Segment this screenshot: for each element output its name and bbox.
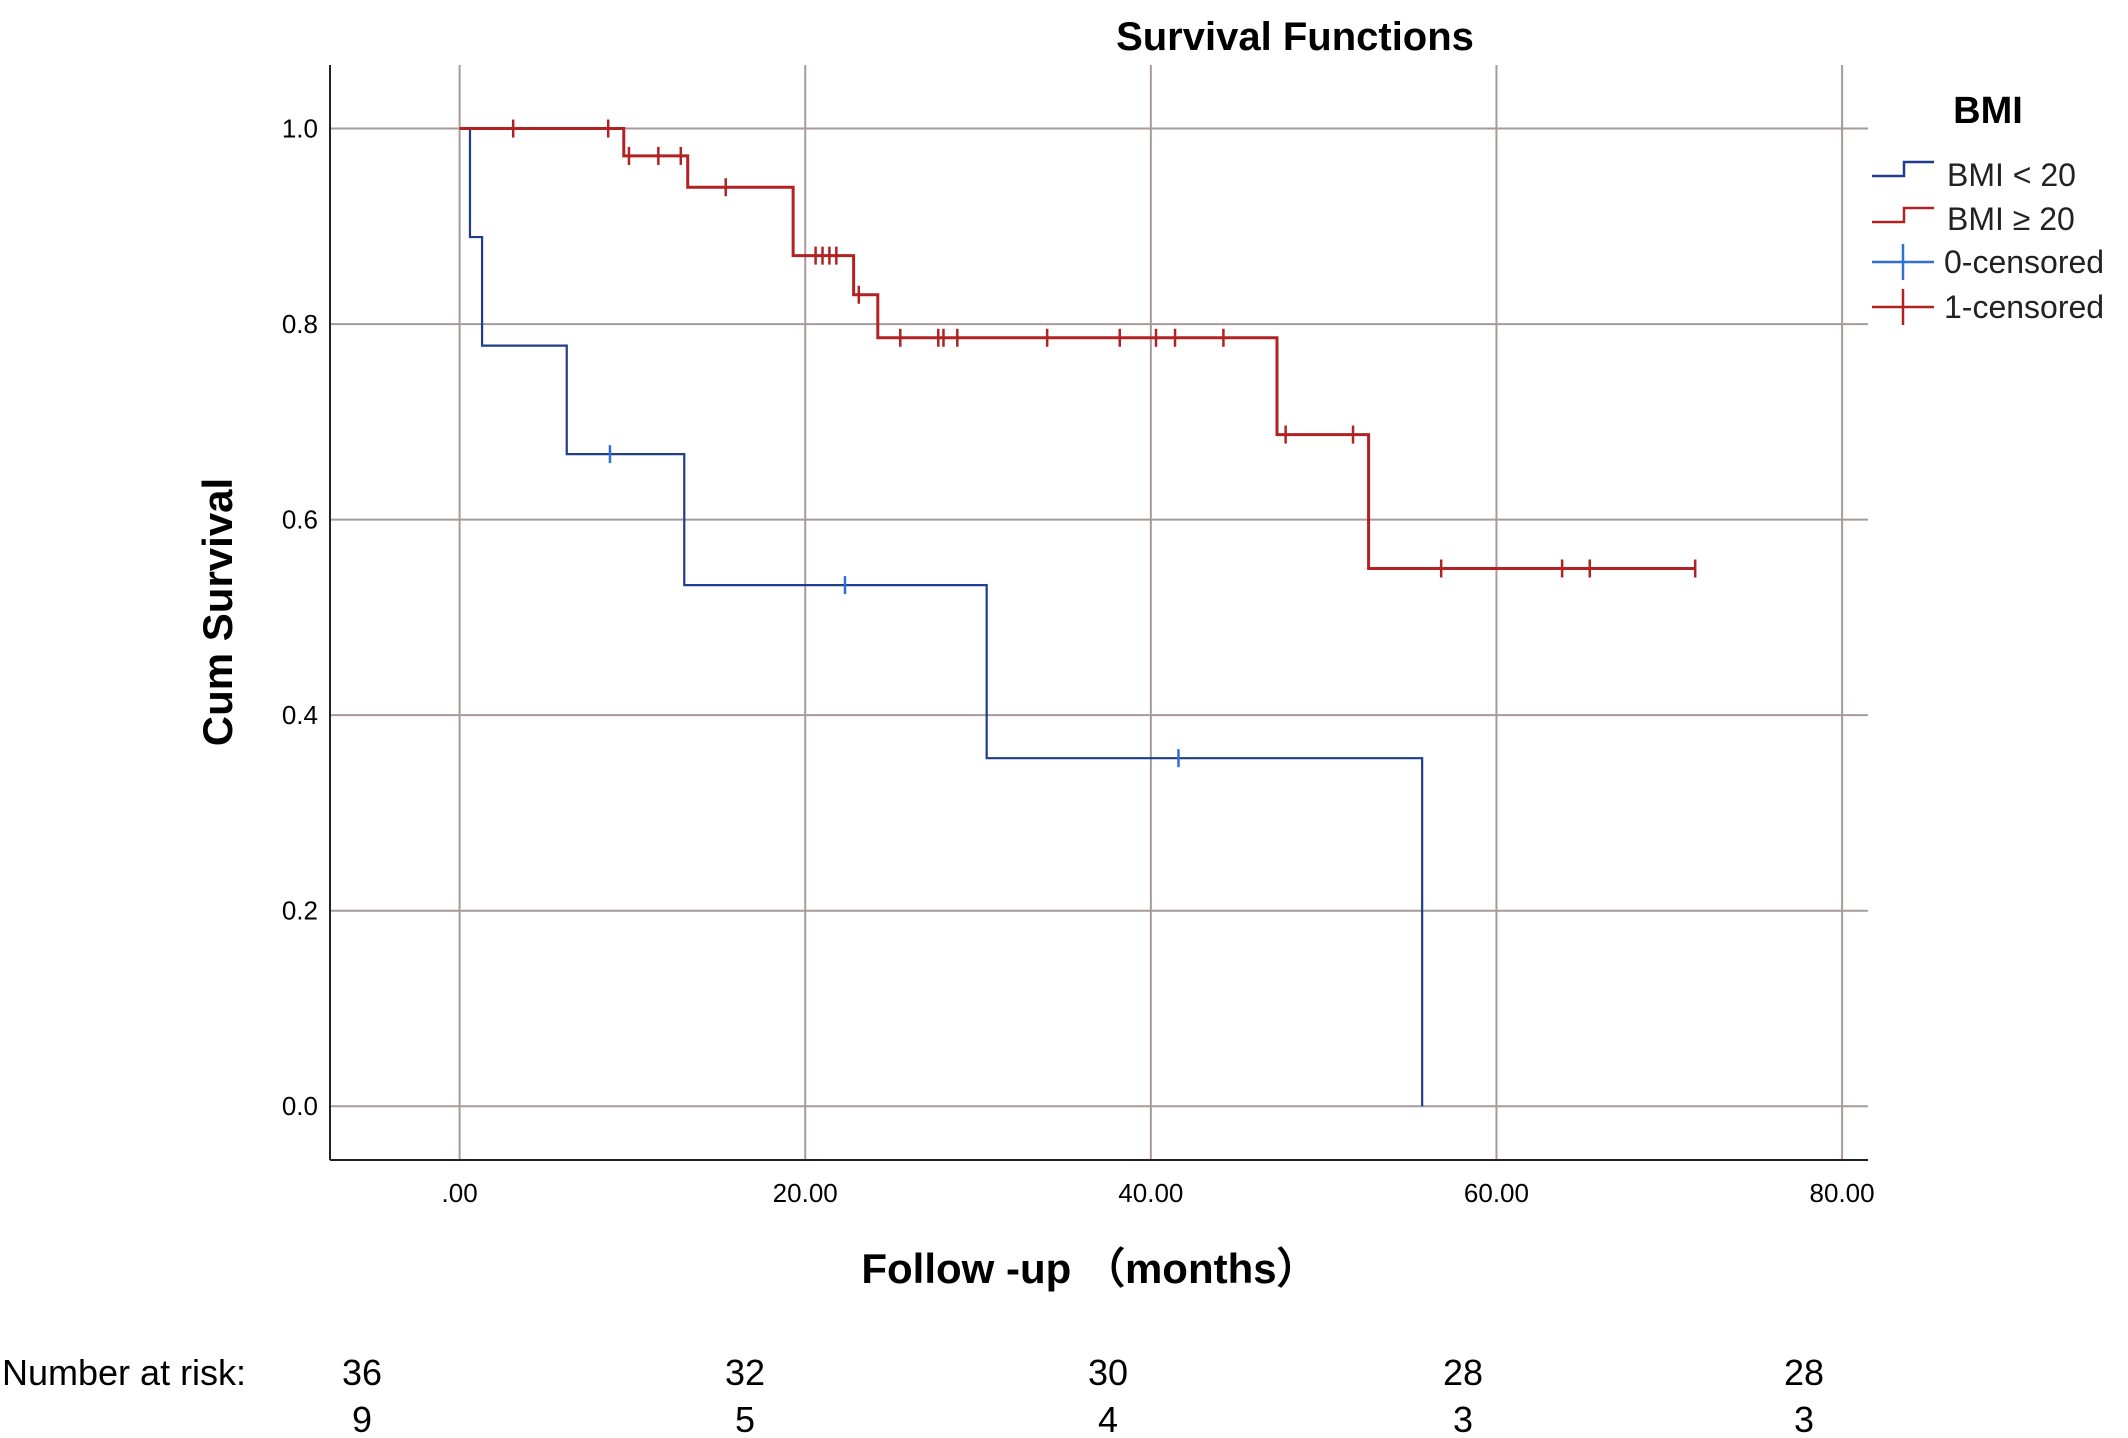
y-tick-label: 0.6	[282, 505, 318, 535]
risk-count: 5	[735, 1399, 755, 1438]
y-tick-label: 0.8	[282, 309, 318, 339]
x-tick-label: 20.00	[773, 1178, 838, 1208]
grid-layer	[330, 65, 1868, 1160]
legend-title: BMI	[1953, 90, 2023, 132]
x-tick-label: 60.00	[1464, 1178, 1529, 1208]
risk-count: 3	[1453, 1399, 1473, 1438]
x-tick-label: 40.00	[1118, 1178, 1183, 1208]
risk-count: 36	[342, 1352, 382, 1393]
risk-count: 30	[1088, 1352, 1128, 1393]
series-line-bmi-lt-20	[459, 127, 1424, 1107]
x-axis-label: Follow -up （months）	[861, 1245, 1318, 1292]
risk-count: 9	[352, 1399, 372, 1438]
number-at-risk-table: Number at risk: 36 32 30 28 28 9 5 4 3 3	[2, 1352, 1824, 1438]
legend-label-bmi-ge-20: BMI ≥ 20	[1947, 201, 2075, 237]
y-tick-label: 0.2	[282, 896, 318, 926]
number-at-risk-label: Number at risk:	[2, 1352, 246, 1393]
risk-count: 28	[1443, 1352, 1483, 1393]
y-tick-label: 0.4	[282, 700, 318, 730]
y-tick-label: 0.0	[282, 1091, 318, 1121]
number-at-risk-values: 36 32 30 28 28 9 5 4 3 3	[342, 1352, 1824, 1438]
risk-count: 3	[1794, 1399, 1814, 1438]
legend-label-1-censored: 1-censored	[1944, 289, 2104, 325]
series-layer	[459, 119, 1697, 1107]
legend-swatch-bmi-ge-20	[1872, 206, 1934, 224]
legend: BMI BMI < 20 BMI ≥ 20 0-censored 1-censo…	[1872, 90, 2104, 325]
legend-label-bmi-lt-20: BMI < 20	[1947, 157, 2076, 193]
x-tick-label: .00	[442, 1178, 478, 1208]
x-tick-label: 80.00	[1810, 1178, 1875, 1208]
y-tick-labels: 0.0 0.2 0.4 0.6 0.8 1.0	[282, 114, 318, 1122]
risk-count: 4	[1098, 1399, 1118, 1438]
risk-count: 32	[725, 1352, 765, 1393]
series-line-bmi-ge-20	[459, 127, 1696, 571]
chart-title: Survival Functions	[1116, 15, 1474, 59]
y-tick-label: 1.0	[282, 114, 318, 144]
y-axis-label: Cum Survival	[194, 478, 241, 746]
risk-count: 28	[1784, 1352, 1824, 1393]
legend-swatch-bmi-lt-20	[1872, 160, 1934, 178]
legend-label-0-censored: 0-censored	[1944, 244, 2104, 280]
x-tick-labels: .00 20.00 40.00 60.00 80.00	[442, 1178, 1875, 1208]
